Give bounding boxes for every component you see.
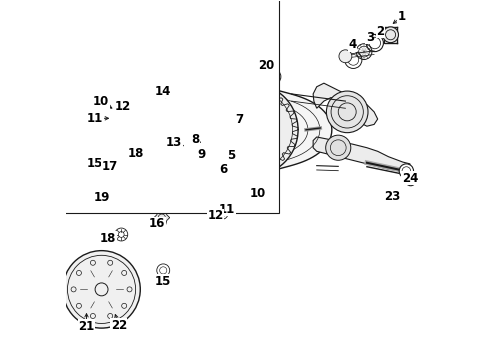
Text: 12: 12 — [114, 100, 130, 113]
Text: 6: 6 — [220, 163, 228, 176]
Circle shape — [326, 135, 351, 160]
Text: 23: 23 — [385, 190, 401, 203]
Polygon shape — [178, 80, 332, 180]
Text: 5: 5 — [227, 149, 236, 162]
Circle shape — [339, 50, 352, 63]
Text: 15: 15 — [154, 275, 171, 288]
Text: 22: 22 — [111, 319, 127, 332]
Text: 19: 19 — [94, 192, 110, 204]
Text: 24: 24 — [402, 172, 418, 185]
Text: 21: 21 — [78, 320, 95, 333]
FancyBboxPatch shape — [58, 0, 279, 213]
Text: 15: 15 — [86, 157, 102, 170]
Text: 11: 11 — [219, 203, 235, 216]
Text: 3: 3 — [366, 31, 374, 44]
Polygon shape — [154, 211, 170, 225]
Circle shape — [383, 27, 398, 42]
Circle shape — [399, 164, 414, 178]
Text: 14: 14 — [154, 85, 171, 98]
Circle shape — [185, 131, 212, 158]
Text: 4: 4 — [348, 38, 357, 51]
Text: 1: 1 — [398, 10, 406, 23]
Text: 18: 18 — [127, 147, 144, 159]
Text: 8: 8 — [192, 133, 199, 146]
Text: 10: 10 — [249, 187, 266, 200]
Text: 20: 20 — [258, 59, 274, 72]
Polygon shape — [313, 137, 410, 171]
Circle shape — [63, 251, 140, 328]
Text: 13: 13 — [166, 136, 182, 149]
Circle shape — [326, 91, 368, 133]
Polygon shape — [313, 83, 378, 126]
Circle shape — [406, 176, 416, 186]
Circle shape — [206, 84, 298, 176]
Polygon shape — [107, 191, 123, 205]
Text: 11: 11 — [87, 112, 103, 125]
Text: 9: 9 — [198, 148, 206, 161]
Text: 7: 7 — [236, 113, 244, 126]
Text: 2: 2 — [376, 25, 385, 38]
Text: 17: 17 — [101, 160, 118, 173]
Text: 18: 18 — [100, 231, 116, 244]
Text: 10: 10 — [93, 95, 109, 108]
Text: 12: 12 — [207, 210, 224, 222]
Circle shape — [227, 67, 252, 92]
Text: 16: 16 — [149, 217, 165, 230]
